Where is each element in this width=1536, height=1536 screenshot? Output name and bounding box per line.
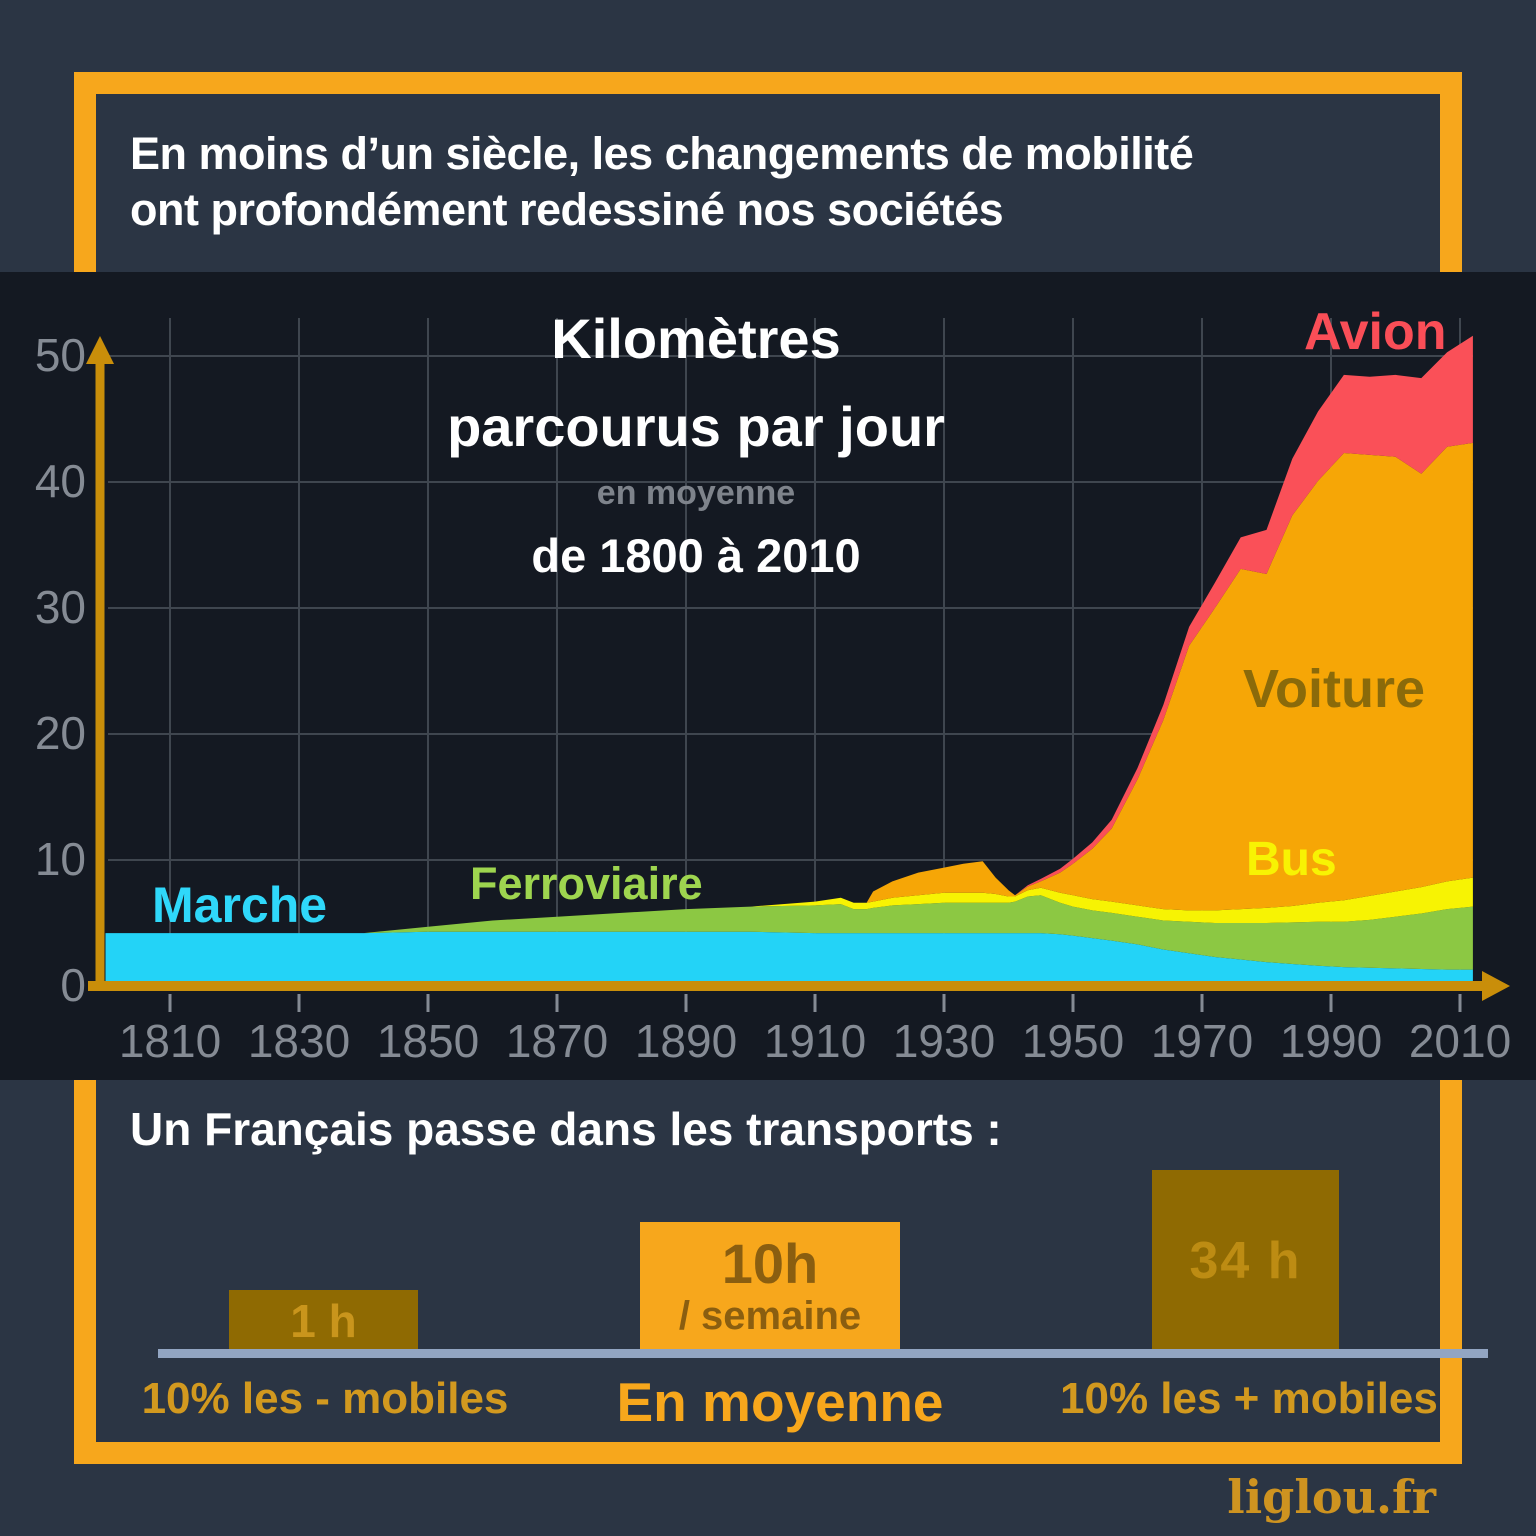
- page-title: En moins d’un siècle, les changements de…: [130, 126, 1390, 238]
- caption-least-mobile: 10% les - mobiles: [141, 1374, 509, 1423]
- bar-most-mobile: 34 h: [1152, 1170, 1339, 1352]
- y-tick-label: 30: [34, 580, 86, 633]
- caption-average: En moyenne: [616, 1371, 944, 1433]
- x-tick-label: 1830: [247, 1015, 351, 1067]
- chart-subtitle: en moyenne: [596, 474, 796, 512]
- bar-average-unit: / semaine: [678, 1294, 862, 1338]
- x-tick-label: 1850: [376, 1015, 480, 1067]
- x-tick-label: 2010: [1408, 1015, 1512, 1067]
- bar-most-mobile-value: 34 h: [1189, 1232, 1302, 1290]
- area-avion: [105, 335, 1473, 934]
- bar-least-mobile-value: 1 h: [290, 1295, 357, 1347]
- series-label-bus: Bus: [1246, 833, 1337, 886]
- bars-baseline: [158, 1349, 1488, 1358]
- bar-average-value: 10h: [721, 1232, 819, 1295]
- x-tick-label: 1930: [892, 1015, 996, 1067]
- x-tick-label: 1950: [1021, 1015, 1125, 1067]
- x-tick-label: 1890: [634, 1015, 738, 1067]
- series-label-marche: Marche: [152, 877, 328, 933]
- area-marche: [105, 931, 1473, 986]
- y-tick-label: 20: [34, 706, 86, 759]
- chart-period: de 1800 à 2010: [531, 529, 861, 582]
- x-tick-label: 1910: [763, 1015, 867, 1067]
- area-voiture: [105, 442, 1473, 934]
- site-credit: liglou.fr: [1227, 1470, 1436, 1524]
- y-axis-arrow: [86, 336, 114, 364]
- page-title-line1: En moins d’un siècle, les changements de…: [130, 128, 1194, 179]
- series-label-ferroviaire: Ferroviaire: [470, 858, 703, 909]
- bar-average: 10h / semaine: [640, 1222, 900, 1352]
- series-label-avion: Avion: [1304, 303, 1447, 361]
- page-title-line2: ont profondément redessiné nos sociétés: [130, 184, 1004, 235]
- chart-title-line2: parcourus par jour: [447, 395, 945, 458]
- bar-least-mobile: 1 h: [229, 1290, 418, 1352]
- series-label-voiture: Voiture: [1243, 659, 1426, 719]
- x-tick-label: 1990: [1279, 1015, 1383, 1067]
- chart-title-line1: Kilomètres: [551, 307, 841, 370]
- x-tick-label: 1970: [1150, 1015, 1254, 1067]
- x-tick-label: 1810: [118, 1015, 222, 1067]
- caption-most-mobile: 10% les + mobiles: [1060, 1374, 1438, 1423]
- area-ferroviaire: [105, 895, 1473, 970]
- y-tick-label: 10: [34, 832, 86, 885]
- bottom-section-title: Un Français passe dans les transports :: [130, 1103, 1002, 1155]
- x-tick-label: 1870: [505, 1015, 609, 1067]
- x-axis-arrow: [1482, 971, 1510, 1001]
- y-tick-label: 50: [34, 328, 86, 381]
- y-tick-label: 40: [34, 454, 86, 507]
- y-tick-label: 0: [60, 958, 86, 1011]
- area-bus: [105, 877, 1473, 934]
